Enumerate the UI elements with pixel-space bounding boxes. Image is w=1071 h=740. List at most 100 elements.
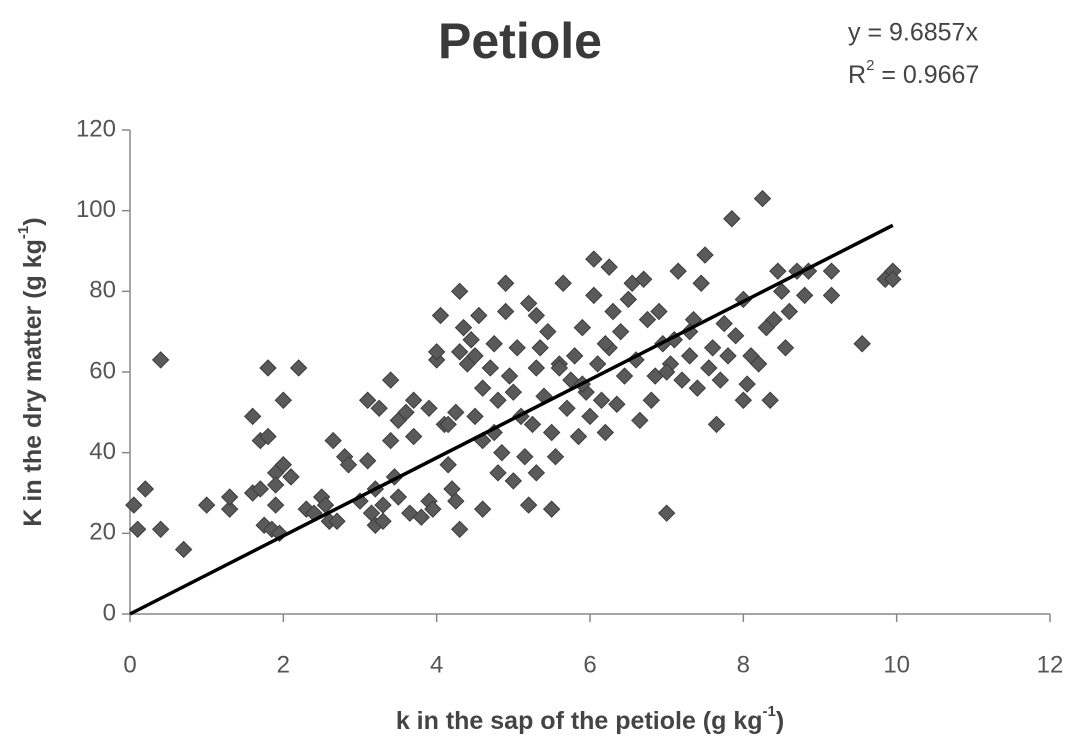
point [749, 355, 768, 373]
point [259, 427, 277, 446]
point [615, 367, 634, 385]
point [669, 262, 687, 280]
point [619, 290, 638, 309]
point [420, 399, 438, 418]
x-label-sup: -1 [763, 703, 776, 720]
r2-rest: = 0.9667 [874, 61, 979, 89]
y-label-main: K in the dry matter (g kg [19, 239, 47, 527]
point [439, 415, 457, 434]
y-tick-label: 60 [89, 357, 116, 384]
r-squared: R2 = 0.9667 [848, 57, 979, 89]
point [447, 492, 465, 510]
point [673, 371, 691, 389]
point [151, 520, 170, 539]
point [523, 415, 542, 434]
y-tick-label: 20 [89, 519, 116, 546]
r2-base: R [848, 61, 866, 89]
point [542, 500, 561, 518]
point [466, 407, 484, 426]
point [884, 270, 902, 288]
x-tick-label: 0 [123, 651, 136, 678]
point [776, 339, 795, 357]
point [450, 282, 469, 301]
point [462, 331, 480, 349]
x-tick-label: 6 [583, 651, 596, 678]
point [707, 415, 726, 434]
point [427, 343, 446, 361]
point [473, 379, 492, 397]
y-label-end: ) [19, 217, 47, 225]
point [573, 318, 592, 337]
point [546, 447, 565, 466]
point [527, 464, 546, 482]
point [657, 363, 676, 381]
y-label-sup: -1 [15, 226, 32, 239]
point [282, 468, 300, 486]
point [585, 286, 603, 305]
point [397, 403, 415, 422]
point [519, 294, 538, 313]
point [588, 355, 607, 373]
point [715, 314, 733, 333]
point [719, 347, 737, 365]
point [550, 359, 569, 377]
x-label-main: k in the sap of the petiole (g kg [396, 707, 763, 735]
r2-sup: 2 [866, 57, 874, 74]
point [289, 359, 308, 377]
point [531, 339, 549, 357]
point [128, 520, 147, 539]
point [496, 274, 515, 292]
point [558, 399, 576, 418]
point [500, 367, 519, 385]
point [822, 286, 841, 305]
point [481, 359, 500, 377]
point [412, 508, 431, 526]
point [220, 500, 239, 518]
point [266, 476, 285, 494]
point [519, 496, 538, 514]
point [339, 456, 358, 474]
point [266, 496, 285, 514]
x-tick-label: 12 [1037, 651, 1064, 678]
point [596, 423, 615, 442]
point [631, 411, 649, 430]
point [220, 488, 239, 506]
point [753, 189, 772, 208]
point [788, 262, 806, 280]
point [738, 375, 756, 393]
point [680, 347, 699, 365]
point [381, 371, 400, 389]
point [726, 326, 745, 345]
point [822, 262, 841, 280]
point [493, 443, 511, 462]
x-tick-label: 8 [737, 651, 750, 678]
point [650, 302, 668, 321]
point [450, 343, 469, 361]
point [466, 347, 484, 365]
point [700, 359, 718, 377]
point [638, 310, 657, 329]
point [389, 488, 408, 506]
point [696, 246, 714, 264]
point [504, 383, 523, 401]
y-tick-label: 100 [76, 196, 116, 223]
point [381, 431, 400, 450]
point [404, 427, 423, 446]
point [853, 335, 871, 353]
point [424, 500, 442, 518]
point [251, 480, 270, 498]
point [657, 504, 676, 522]
point [324, 431, 342, 450]
y-tick-label: 80 [89, 277, 116, 304]
point [581, 407, 599, 426]
point [243, 407, 262, 426]
point [274, 456, 293, 474]
point [447, 403, 465, 422]
point [642, 391, 661, 409]
point [527, 359, 546, 377]
point [692, 274, 710, 292]
y-tick-label: 0 [103, 599, 116, 626]
point [542, 423, 561, 442]
point [374, 496, 392, 514]
